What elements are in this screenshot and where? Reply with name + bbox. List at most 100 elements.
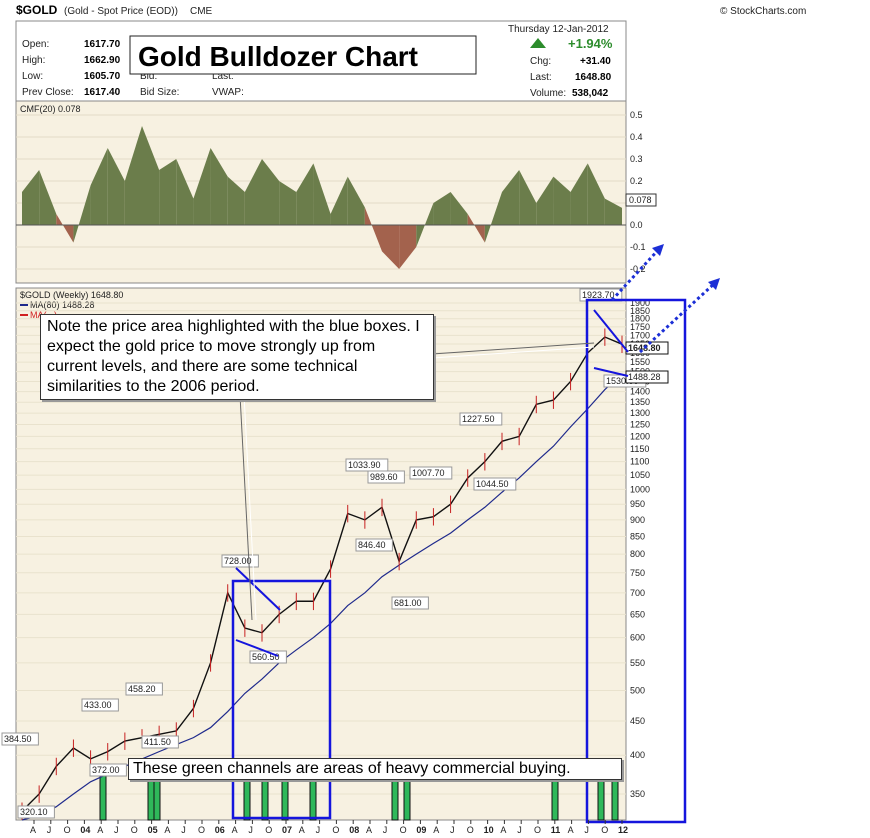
cmf-tick-label: 0.2 [630,176,643,186]
cmf-segment [570,163,588,225]
x-tick-label: J [584,825,589,835]
x-tick-label: O [265,825,272,835]
cmf-tick-label: 0.0 [630,220,643,230]
point-label: 1530.00 [606,376,639,386]
cmf-segment [519,170,537,225]
cmf-segment [244,159,262,225]
cmf-segment [587,163,605,225]
price-tick-label: 1400 [630,387,650,397]
point-label-box [391,596,429,610]
x-tick-label: J [114,825,119,835]
point-label-box [17,805,55,819]
cmf-tick-label: 0.5 [630,110,643,120]
cmf-label: CMF(20) 0.078 [20,104,81,114]
x-tick-label: O [534,825,541,835]
low-label: Low: [22,71,43,82]
cmf-segment [73,185,91,243]
price-tick-label: 1200 [630,431,650,441]
cmf-segment [502,170,520,225]
ma-tag [625,370,669,384]
high-value: 1662.90 [84,55,121,66]
point-label-box [355,538,393,552]
price-tick-label: 1550 [630,357,650,367]
cmf-segment [382,225,400,269]
price-tick-label: 1350 [630,397,650,407]
x-tick-label: O [400,825,407,835]
x-tick-label: 12 [618,825,628,835]
last-label: Last: [530,72,552,83]
x-tick-label: O [332,825,339,835]
price-tick-label: 700 [630,588,645,598]
cmf-segment [142,126,160,225]
symbol: $GOLD [16,3,58,17]
x-tick-label: J [248,825,253,835]
point-label: 458.20 [128,684,156,694]
cmf-segment [210,148,228,225]
cmf-segment [604,198,622,225]
last-value: 1648.80 [575,72,612,83]
price-tag-text: 1648.80 [628,343,661,353]
cmf-value-tag [625,193,657,207]
x-tick-label: A [500,825,506,835]
cmf-segment [433,192,451,225]
x-tick-label: O [131,825,138,835]
cmf-tick-label: 0.3 [630,154,643,164]
x-tick-label: J [450,825,455,835]
arrow-line-2 [638,280,718,354]
cmf-segment [262,159,280,225]
cmf-tick-label: -0.2 [630,264,646,274]
price-tick-label: 650 [630,609,645,619]
cmf-segment [159,159,177,225]
point-label: 1007.70 [412,468,445,478]
price-tick-label: 750 [630,568,645,578]
price-tick-label: 850 [630,531,645,541]
up-triangle-icon [530,38,546,48]
high-label: High: [22,55,45,66]
point-label-box [249,650,287,664]
price-tick-label: 900 [630,515,645,525]
price-tick-label: 1000 [630,484,650,494]
point-label-box [81,698,119,712]
callout-pointer-2 [431,342,595,355]
x-tick-label: 09 [416,825,426,835]
x-tick-label: J [383,825,388,835]
x-tick-label: O [601,825,608,835]
cmf-segment [450,192,468,225]
cmf-segment [90,148,108,225]
callout-pointer-1 [239,394,253,621]
point-label: 1227.50 [462,414,495,424]
cmf-segment [193,148,211,225]
x-tick-label: A [299,825,305,835]
credit: © StockCharts.com [720,6,806,17]
arrow-head-1-icon [652,244,664,256]
x-tick-label: 11 [551,825,561,835]
x-tick-label: A [232,825,238,835]
open-label: Open: [22,39,49,50]
point-label: 433.00 [84,700,112,710]
description: (Gold - Spot Price (EOD)) [64,6,178,17]
triangle-line-upper-2006 [235,567,281,611]
prevclose-label: Prev Close: [22,87,74,98]
point-label-box [345,458,389,472]
bottom-note: These green channels are areas of heavy … [128,758,622,780]
vwap-label: VWAP: [212,87,244,98]
price-tick-label: 600 [630,633,645,643]
price-tick-label: 800 [630,549,645,559]
point-label: 1044.50 [476,479,509,489]
x-tick-label: O [467,825,474,835]
point-label-box [141,735,179,749]
price-tick-label: 1850 [630,306,650,316]
point-label: 1033.90 [348,460,381,470]
highlight-box-2011 [585,298,687,824]
price-tick-label: 1250 [630,420,650,430]
x-tick-label: A [366,825,372,835]
cmf-segment [279,181,297,225]
triangle-line-upper-2011 [593,309,629,353]
x-tick-label: O [64,825,71,835]
cmf-segment [536,176,554,225]
price-tick-label: 1150 [630,444,649,454]
point-label: 681.00 [394,598,422,608]
cmf-segment [313,163,331,225]
ma-label: MA(80) 1488.28 [30,300,95,310]
